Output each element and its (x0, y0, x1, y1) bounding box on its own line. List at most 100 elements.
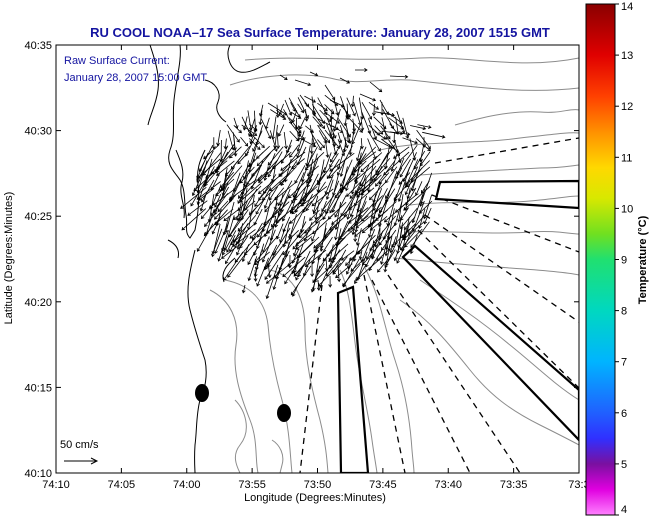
current-vector (385, 166, 398, 184)
current-vector (228, 209, 249, 238)
current-vector (394, 194, 417, 213)
current-vector (379, 188, 396, 214)
current-vector (350, 95, 355, 108)
current-vector (375, 157, 391, 176)
current-vector (309, 130, 322, 151)
current-vector (253, 228, 272, 246)
current-vector (236, 229, 248, 256)
current-vector (237, 185, 262, 212)
current-vector (278, 103, 284, 116)
current-vector (221, 242, 242, 259)
current-vector (355, 68, 368, 72)
current-vector (317, 124, 331, 144)
current-vector (324, 174, 334, 195)
current-vector (368, 101, 380, 110)
current-vector (327, 201, 347, 220)
current-vector (254, 235, 279, 263)
current-vector (322, 236, 346, 262)
current-vector (290, 186, 318, 211)
current-vector (247, 250, 256, 266)
current-vector (280, 151, 306, 171)
current-vector (290, 102, 296, 112)
current-vector (299, 116, 306, 130)
current-vector (375, 201, 397, 221)
current-vector (299, 94, 310, 108)
current-vector (311, 222, 320, 242)
colorbar-tick-label: 7 (621, 357, 627, 369)
current-vector (294, 165, 306, 184)
current-vector (265, 262, 292, 284)
current-vector (291, 243, 304, 275)
scale-arrow-label: 50 cm/s (60, 439, 99, 451)
current-vector (339, 173, 361, 191)
x-tick-label: 73:40 (434, 479, 462, 491)
current-vector (283, 131, 288, 150)
current-vector (389, 236, 397, 254)
current-vector (395, 116, 400, 135)
current-vector (369, 215, 388, 231)
x-tick-label: 73:45 (369, 479, 397, 491)
current-vector (295, 236, 313, 250)
current-vector (193, 171, 215, 192)
radial-lines (299, 137, 579, 473)
current-vector (325, 179, 334, 201)
current-vector (384, 239, 389, 251)
current-vector (418, 200, 433, 214)
current-vector (372, 181, 382, 203)
x-tick-label: 74:00 (173, 479, 201, 491)
colorbar-tick-label: 5 (621, 459, 627, 471)
current-vector (342, 263, 361, 287)
current-vector (413, 150, 426, 170)
current-vector (374, 188, 388, 214)
current-vector (396, 144, 418, 175)
current-vector (243, 173, 249, 188)
current-vector (317, 102, 328, 112)
y-axis-label: Latitude (Degrees:Minutes) (3, 192, 15, 325)
current-vector (253, 236, 263, 256)
current-vector (346, 132, 351, 144)
current-vector (203, 209, 228, 237)
current-vector (359, 93, 377, 102)
current-vector (377, 227, 382, 241)
current-vector (402, 137, 419, 145)
current-vector (396, 110, 406, 134)
current-vector (271, 151, 292, 170)
current-vector (257, 159, 279, 182)
current-vector (355, 256, 383, 281)
current-vector (350, 202, 375, 230)
current-vector (309, 138, 314, 155)
current-vector (289, 144, 300, 158)
current-vector (347, 207, 369, 224)
current-vector (228, 179, 257, 200)
current-vector (265, 264, 279, 300)
current-vector (309, 209, 320, 221)
colorbar-tick-label: 6 (621, 408, 627, 420)
current-vector (346, 97, 356, 117)
current-vector (402, 117, 410, 140)
current-vector (331, 137, 338, 156)
current-vector (387, 235, 393, 252)
current-vector (237, 202, 244, 222)
station-dot-west (195, 384, 209, 402)
current-vector (380, 102, 385, 116)
current-vector (361, 165, 388, 193)
current-vector (289, 200, 313, 224)
current-vector (423, 207, 432, 225)
current-vector (345, 166, 355, 192)
current-vector (279, 74, 288, 80)
current-vector (361, 242, 382, 266)
current-vector (248, 200, 264, 216)
current-vector (282, 229, 305, 256)
current-vector (263, 202, 278, 238)
current-vector (351, 123, 361, 145)
current-vector (422, 137, 427, 148)
current-vector (241, 284, 246, 294)
current-vector (315, 228, 334, 252)
y-tick-label: 40:30 (24, 126, 52, 138)
colorbar-tick-label: 14 (621, 1, 633, 13)
current-vector (291, 158, 305, 170)
x-tick-label: 73:55 (238, 479, 266, 491)
y-tick-label: 40:20 (24, 297, 52, 309)
current-vector (400, 207, 409, 221)
current-vector (309, 71, 319, 77)
